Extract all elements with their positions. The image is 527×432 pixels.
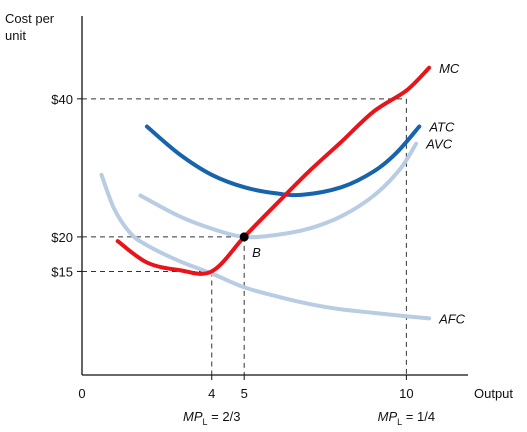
afc-label: AFC xyxy=(438,311,466,326)
axis-ticks: 0 4 5 10 $15 $20 $40 xyxy=(51,92,413,401)
afc-curve xyxy=(99,172,432,321)
mc-label: MC xyxy=(439,61,460,76)
mc-curve xyxy=(115,65,432,276)
point-b-marker xyxy=(239,232,249,242)
axes: Cost per unit Output xyxy=(5,11,513,401)
mp-right-annotation: MPL = 1/4 xyxy=(378,409,435,427)
series-labels: MC ATC AVC AFC xyxy=(425,61,466,327)
marginal-product-labels: MPL = 2/3 MPL = 1/4 xyxy=(183,409,435,427)
cost-curves xyxy=(99,65,432,321)
avc-curve xyxy=(138,141,419,240)
atc-curve xyxy=(144,124,422,198)
y-tick-label-15: $15 xyxy=(51,264,73,279)
point-b: B xyxy=(239,232,261,260)
x-tick-label-10: 10 xyxy=(399,386,413,401)
x-tick-label-4: 4 xyxy=(208,386,215,401)
y-axis-label-line-2: unit xyxy=(5,28,26,43)
avc-label: AVC xyxy=(425,137,453,152)
point-b-label: B xyxy=(252,245,261,260)
x-axis-label: Output xyxy=(474,386,513,401)
x-tick-label-0: 0 xyxy=(78,386,85,401)
atc-label: ATC xyxy=(428,119,455,134)
x-tick-label-5: 5 xyxy=(241,386,248,401)
y-tick-label-20: $20 xyxy=(51,230,73,245)
y-tick-label-40: $40 xyxy=(51,92,73,107)
y-axis-label-line-1: Cost per xyxy=(5,11,55,26)
mp-left-annotation: MPL = 2/3 xyxy=(183,409,240,427)
